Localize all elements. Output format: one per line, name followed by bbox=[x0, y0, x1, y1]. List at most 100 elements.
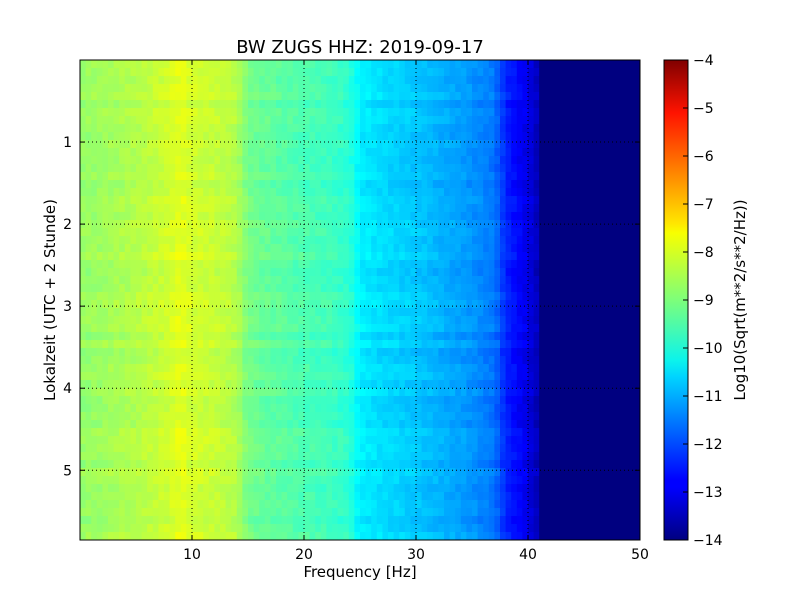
heatmap-cell bbox=[282, 292, 288, 301]
heatmap-cell bbox=[511, 252, 517, 261]
heatmap-cell bbox=[214, 60, 220, 69]
heatmap-cell bbox=[612, 116, 618, 125]
heatmap-cell bbox=[606, 68, 612, 77]
heatmap-cell bbox=[125, 404, 131, 413]
heatmap-cell bbox=[455, 108, 461, 117]
heatmap-cell bbox=[237, 284, 243, 293]
heatmap-cell bbox=[259, 188, 265, 197]
heatmap-cell bbox=[444, 364, 450, 373]
heatmap-cell bbox=[175, 340, 181, 349]
heatmap-cell bbox=[242, 268, 248, 277]
heatmap-cell bbox=[382, 444, 388, 453]
heatmap-cell bbox=[612, 300, 618, 309]
heatmap-cell bbox=[181, 244, 187, 253]
heatmap-cell bbox=[455, 380, 461, 389]
heatmap-cell bbox=[332, 204, 338, 213]
heatmap-cell bbox=[136, 388, 142, 397]
heatmap-cell bbox=[125, 156, 131, 165]
heatmap-cell bbox=[321, 316, 327, 325]
heatmap-cell bbox=[601, 276, 607, 285]
heatmap-cell bbox=[119, 244, 125, 253]
heatmap-cell bbox=[114, 60, 120, 69]
heatmap-cell bbox=[86, 60, 92, 69]
heatmap-cell bbox=[472, 348, 478, 357]
heatmap-cell bbox=[304, 436, 310, 445]
heatmap-cell bbox=[388, 316, 394, 325]
heatmap-cell bbox=[371, 180, 377, 189]
heatmap-cell bbox=[315, 84, 321, 93]
heatmap-cell bbox=[539, 244, 545, 253]
heatmap-cell bbox=[405, 180, 411, 189]
heatmap-cell bbox=[343, 268, 349, 277]
heatmap-cell bbox=[282, 324, 288, 333]
heatmap-cell bbox=[231, 388, 237, 397]
heatmap-cell bbox=[444, 204, 450, 213]
heatmap-cell bbox=[175, 356, 181, 365]
heatmap-cell bbox=[427, 180, 433, 189]
heatmap-cell bbox=[326, 428, 332, 437]
heatmap-cell bbox=[511, 156, 517, 165]
heatmap-cell bbox=[550, 228, 556, 237]
heatmap-cell bbox=[147, 396, 153, 405]
heatmap-cell bbox=[209, 260, 215, 269]
heatmap-cell bbox=[578, 420, 584, 429]
heatmap-cell bbox=[461, 148, 467, 157]
heatmap-cell bbox=[534, 180, 540, 189]
heatmap-cell bbox=[248, 364, 254, 373]
heatmap-cell bbox=[175, 308, 181, 317]
heatmap-cell bbox=[394, 108, 400, 117]
heatmap-cell bbox=[601, 196, 607, 205]
heatmap-cell bbox=[130, 284, 136, 293]
heatmap-cell bbox=[108, 292, 114, 301]
heatmap-cell bbox=[321, 396, 327, 405]
heatmap-cell bbox=[606, 60, 612, 69]
heatmap-cell bbox=[231, 292, 237, 301]
heatmap-cell bbox=[343, 324, 349, 333]
heatmap-cell bbox=[332, 92, 338, 101]
heatmap-cell bbox=[388, 172, 394, 181]
heatmap-cell bbox=[254, 108, 260, 117]
heatmap-cell bbox=[125, 300, 131, 309]
heatmap-cell bbox=[606, 92, 612, 101]
heatmap-cell bbox=[472, 60, 478, 69]
heatmap-cell bbox=[394, 292, 400, 301]
heatmap-cell bbox=[539, 68, 545, 77]
heatmap-cell bbox=[416, 92, 422, 101]
heatmap-cell bbox=[567, 268, 573, 277]
heatmap-cell bbox=[506, 148, 512, 157]
heatmap-cell bbox=[550, 116, 556, 125]
heatmap-cell bbox=[517, 244, 523, 253]
heatmap-cell bbox=[136, 284, 142, 293]
heatmap-cell bbox=[259, 252, 265, 261]
heatmap-cell bbox=[528, 124, 534, 133]
heatmap-cell bbox=[382, 156, 388, 165]
heatmap-cell bbox=[265, 84, 271, 93]
heatmap-cell bbox=[584, 388, 590, 397]
heatmap-cell bbox=[494, 428, 500, 437]
heatmap-cell bbox=[556, 124, 562, 133]
heatmap-cell bbox=[321, 412, 327, 421]
heatmap-cell bbox=[394, 148, 400, 157]
heatmap-cell bbox=[259, 444, 265, 453]
heatmap-cell bbox=[130, 428, 136, 437]
heatmap-cell bbox=[534, 228, 540, 237]
heatmap-cell bbox=[198, 396, 204, 405]
heatmap-cell bbox=[343, 124, 349, 133]
heatmap-cell bbox=[461, 76, 467, 85]
heatmap-cell bbox=[595, 396, 601, 405]
heatmap-cell bbox=[455, 316, 461, 325]
heatmap-cell bbox=[254, 332, 260, 341]
heatmap-cell bbox=[242, 452, 248, 461]
heatmap-cell bbox=[287, 340, 293, 349]
heatmap-cell bbox=[119, 420, 125, 429]
heatmap-cell bbox=[629, 252, 635, 261]
heatmap-cell bbox=[315, 172, 321, 181]
heatmap-cell bbox=[562, 308, 568, 317]
heatmap-cell bbox=[220, 132, 226, 141]
heatmap-cell bbox=[226, 140, 232, 149]
heatmap-cell bbox=[517, 132, 523, 141]
heatmap-cell bbox=[427, 388, 433, 397]
heatmap-cell bbox=[158, 172, 164, 181]
heatmap-cell bbox=[489, 268, 495, 277]
heatmap-cell bbox=[220, 324, 226, 333]
